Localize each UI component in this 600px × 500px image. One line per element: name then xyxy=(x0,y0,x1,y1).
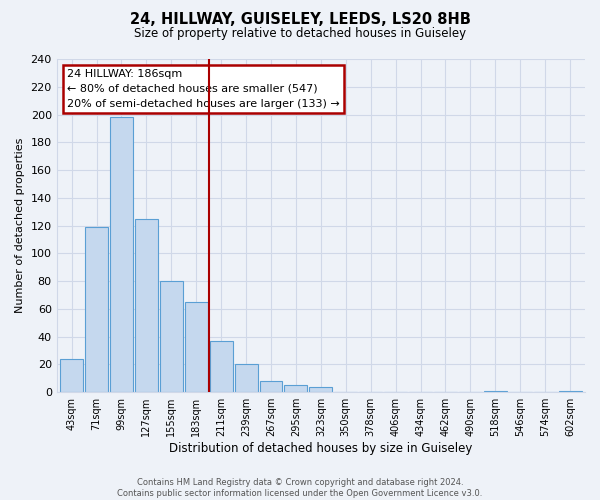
Bar xyxy=(260,381,283,392)
Bar xyxy=(185,302,208,392)
Bar xyxy=(310,386,332,392)
Bar xyxy=(85,227,108,392)
Bar xyxy=(160,281,183,392)
Bar xyxy=(559,391,581,392)
X-axis label: Distribution of detached houses by size in Guiseley: Distribution of detached houses by size … xyxy=(169,442,473,455)
Text: Size of property relative to detached houses in Guiseley: Size of property relative to detached ho… xyxy=(134,28,466,40)
Bar xyxy=(235,364,257,392)
Bar xyxy=(135,218,158,392)
Bar xyxy=(209,341,233,392)
Y-axis label: Number of detached properties: Number of detached properties xyxy=(15,138,25,314)
Bar xyxy=(284,386,307,392)
Bar xyxy=(110,118,133,392)
Text: Contains HM Land Registry data © Crown copyright and database right 2024.
Contai: Contains HM Land Registry data © Crown c… xyxy=(118,478,482,498)
Text: 24 HILLWAY: 186sqm
← 80% of detached houses are smaller (547)
20% of semi-detach: 24 HILLWAY: 186sqm ← 80% of detached hou… xyxy=(67,69,340,108)
Text: 24, HILLWAY, GUISELEY, LEEDS, LS20 8HB: 24, HILLWAY, GUISELEY, LEEDS, LS20 8HB xyxy=(130,12,470,28)
Bar xyxy=(60,359,83,392)
Bar xyxy=(484,391,507,392)
